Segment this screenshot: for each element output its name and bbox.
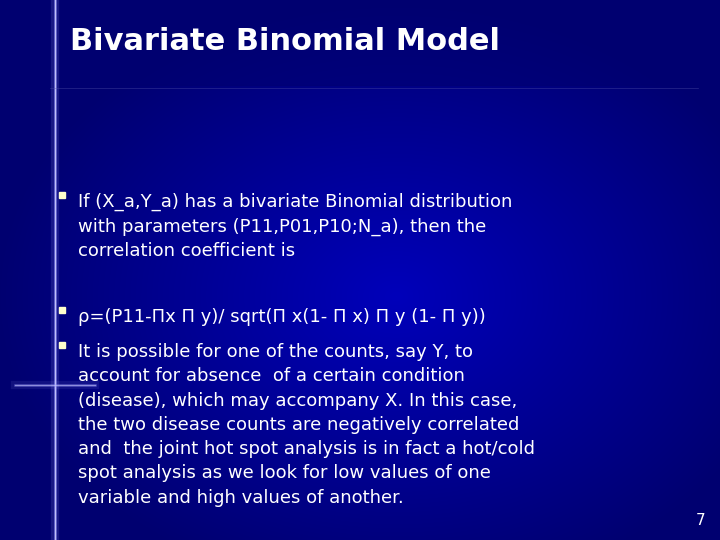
Text: ρ=(P11-Πx Π y)/ sqrt(Π x(1- Π x) Π y (1- Π y)): ρ=(P11-Πx Π y)/ sqrt(Π x(1- Π x) Π y (1-… xyxy=(78,308,486,326)
Text: Bivariate Binomial Model: Bivariate Binomial Model xyxy=(70,28,500,57)
Text: If (X_a,Y_a) has a bivariate Binomial distribution
with parameters (P11,P01,P10;: If (X_a,Y_a) has a bivariate Binomial di… xyxy=(78,193,513,260)
Text: It is possible for one of the counts, say Y, to
account for absence  of a certai: It is possible for one of the counts, sa… xyxy=(78,343,535,507)
Bar xyxy=(0,0,720,85)
Text: 7: 7 xyxy=(696,513,705,528)
